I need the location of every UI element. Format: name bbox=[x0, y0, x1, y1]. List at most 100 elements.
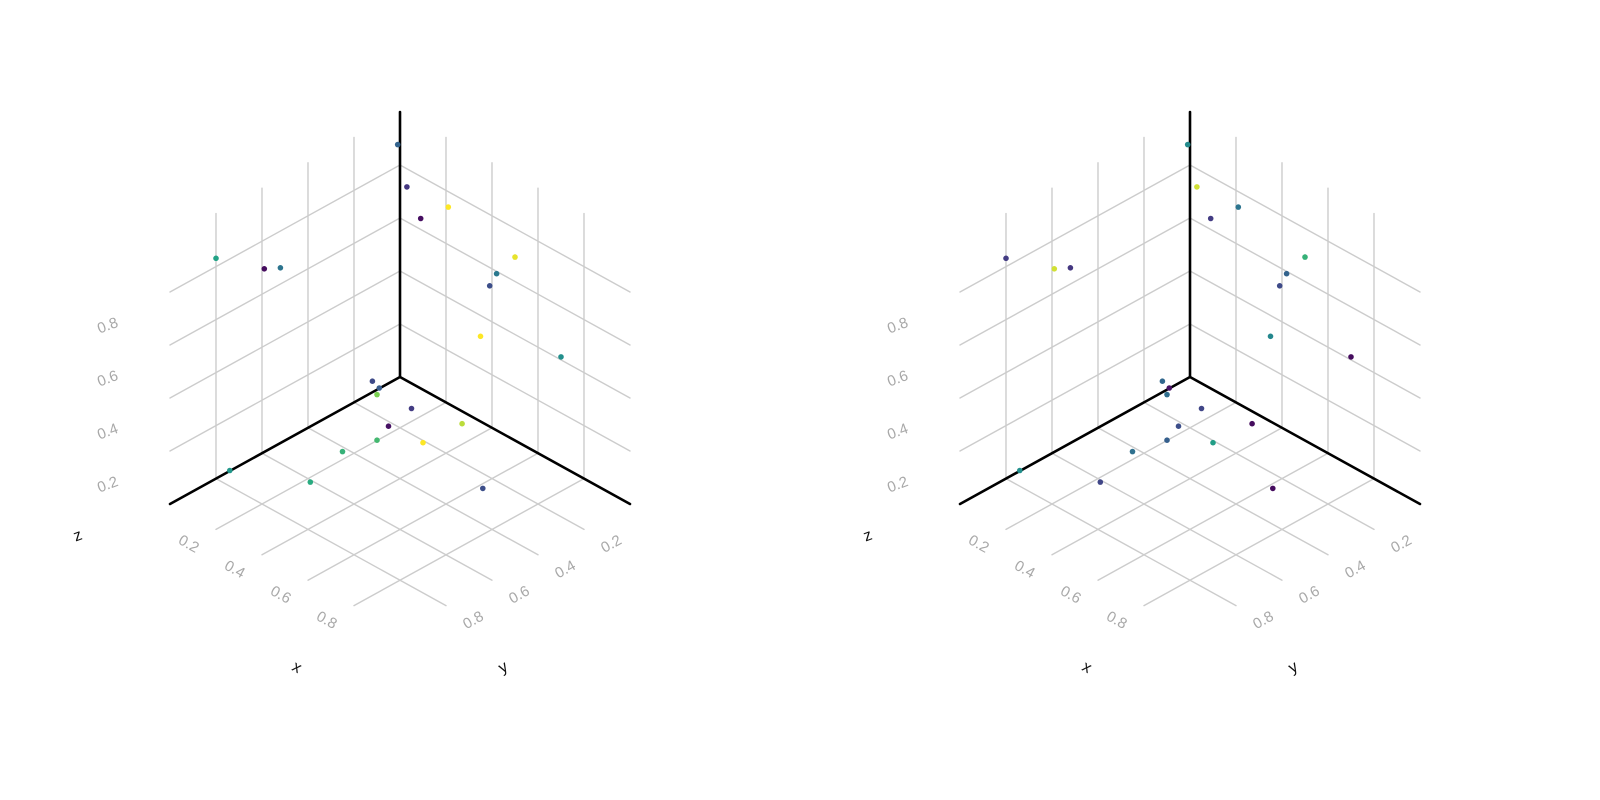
data-point bbox=[445, 204, 452, 210]
data-point bbox=[408, 405, 415, 412]
z-tick-label: 0.2 bbox=[95, 473, 120, 496]
data-point bbox=[493, 270, 500, 277]
data-point bbox=[1302, 254, 1308, 260]
scatter3d-panel-left: 0.2 0.4 0.6 0.8 0.2 0.4 0.6 0.8 0.2 0.4 0.6 0.8 x y z bbox=[71, 110, 632, 677]
x-tick-label: 0.4 bbox=[1011, 557, 1037, 582]
z-tick-label: 0.8 bbox=[885, 314, 910, 337]
y-axis-title: y bbox=[1286, 658, 1301, 677]
grid-line bbox=[1189, 217, 1421, 346]
data-point bbox=[420, 439, 426, 446]
y-tick-label: 0.6 bbox=[506, 582, 532, 607]
grid-line bbox=[1051, 452, 1283, 581]
grid-line bbox=[215, 477, 447, 607]
data-point bbox=[1276, 283, 1283, 289]
data-point bbox=[374, 391, 380, 398]
grid-line bbox=[1143, 477, 1375, 607]
x-axis-line bbox=[1188, 375, 1422, 506]
x-axis-title: x bbox=[1079, 658, 1094, 677]
y-tick-label: 0.4 bbox=[552, 557, 578, 582]
x-tick-label: 0.2 bbox=[175, 532, 201, 557]
x-tick-label: 0.2 bbox=[965, 532, 991, 557]
data-point bbox=[512, 254, 518, 260]
grid-line bbox=[1189, 323, 1421, 452]
grid-line bbox=[261, 452, 493, 581]
data-points bbox=[213, 141, 564, 492]
data-point bbox=[1164, 391, 1170, 398]
y-tick-label: 0.8 bbox=[1250, 608, 1276, 633]
y-tick-label: 0.6 bbox=[1296, 582, 1322, 607]
data-point bbox=[1267, 333, 1274, 340]
data-point bbox=[558, 354, 564, 360]
y-tick-label: 0.2 bbox=[1388, 532, 1414, 557]
grid-line bbox=[1189, 270, 1421, 399]
grid-line bbox=[1005, 401, 1237, 531]
data-point bbox=[1097, 479, 1104, 485]
grid-line bbox=[959, 270, 1191, 399]
data-point bbox=[404, 184, 410, 190]
grid-line bbox=[261, 427, 493, 556]
data-point bbox=[1051, 266, 1058, 272]
x-tick-label: 0.8 bbox=[313, 608, 339, 633]
data-point bbox=[1235, 204, 1242, 210]
z-axis-title: z bbox=[71, 527, 84, 546]
data-point bbox=[1067, 265, 1074, 271]
data-point bbox=[1166, 385, 1173, 391]
z-tick-label: 0.4 bbox=[885, 420, 910, 443]
data-point bbox=[394, 141, 401, 148]
grid-line bbox=[307, 452, 539, 581]
data-point bbox=[339, 448, 346, 455]
data-point bbox=[369, 378, 376, 385]
grid-line bbox=[169, 217, 401, 346]
axis-lines bbox=[168, 110, 632, 506]
data-point bbox=[307, 479, 314, 485]
x-axis-title: x bbox=[289, 658, 304, 677]
data-point bbox=[486, 283, 493, 289]
grid-line bbox=[1097, 427, 1329, 556]
grid-line bbox=[1051, 427, 1283, 556]
data-point bbox=[1207, 215, 1214, 222]
z-tick-label: 0.6 bbox=[95, 367, 120, 390]
data-point bbox=[1348, 354, 1354, 360]
data-point bbox=[1249, 420, 1255, 427]
data-point bbox=[1210, 439, 1216, 446]
data-point bbox=[374, 437, 380, 444]
y-tick-label: 0.2 bbox=[598, 532, 624, 557]
y-tick-label: 0.4 bbox=[1342, 557, 1368, 582]
data-point bbox=[385, 423, 392, 430]
y-axis-title: y bbox=[496, 658, 511, 677]
grid-lines bbox=[169, 136, 631, 607]
z-tick-label: 0.6 bbox=[885, 367, 910, 390]
grid-line bbox=[307, 427, 539, 556]
tick-labels: 0.2 0.4 0.6 0.8 0.2 0.4 0.6 0.8 0.2 0.4 0.6 0.8 bbox=[95, 314, 625, 633]
axis-lines bbox=[958, 110, 1422, 506]
grid-line bbox=[215, 401, 447, 531]
data-point bbox=[1164, 437, 1170, 444]
z-tick-label: 0.2 bbox=[885, 473, 910, 496]
x-tick-label: 0.6 bbox=[267, 582, 293, 607]
grid-line bbox=[353, 477, 585, 607]
data-point bbox=[1129, 448, 1136, 455]
x-tick-label: 0.8 bbox=[1103, 608, 1129, 633]
grid-line bbox=[399, 217, 631, 346]
grid-line bbox=[399, 270, 631, 399]
data-point bbox=[1184, 141, 1191, 148]
y-axis-line bbox=[958, 375, 1192, 506]
grid-lines bbox=[959, 136, 1421, 607]
grid-line bbox=[1189, 164, 1421, 293]
data-point bbox=[277, 265, 284, 271]
data-point bbox=[1003, 255, 1009, 262]
data-point bbox=[477, 333, 484, 340]
grid-line bbox=[399, 323, 631, 452]
data-point bbox=[1198, 405, 1205, 412]
data-point bbox=[480, 485, 486, 492]
grid-line bbox=[353, 401, 585, 531]
grid-line bbox=[959, 323, 1191, 452]
grid-line bbox=[959, 164, 1191, 293]
z-tick-label: 0.8 bbox=[95, 314, 120, 337]
data-point bbox=[1175, 423, 1182, 430]
data-point bbox=[376, 385, 383, 391]
grid-line bbox=[1097, 452, 1329, 581]
data-point bbox=[417, 215, 424, 222]
data-point bbox=[1194, 184, 1200, 190]
